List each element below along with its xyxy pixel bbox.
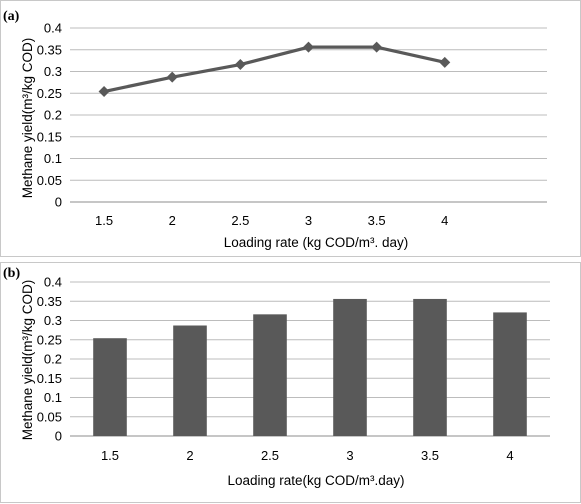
y-tick-label: 0.4 <box>44 21 62 36</box>
x-tick-label: 3 <box>305 213 312 228</box>
y-tick-label: 0.4 <box>44 275 62 290</box>
y-tick-label: 0.35 <box>37 42 62 57</box>
y-tick-label: 0.2 <box>44 352 62 367</box>
panel-b-x-tick-labels: 1.5 2 2.5 3 3.5 4 <box>101 448 514 463</box>
panel-b-label: (b) <box>3 266 20 281</box>
panel-a-y-axis-title: Methane yield(m³/kg COD) <box>20 38 35 199</box>
x-tick-label: 2 <box>186 448 193 463</box>
data-point-marker <box>439 56 451 68</box>
x-tick-label: 2 <box>169 213 176 228</box>
y-tick-label: 0.05 <box>37 409 62 424</box>
bar <box>493 312 527 436</box>
data-point-marker <box>234 59 246 71</box>
panel-b-gridlines <box>70 281 550 437</box>
panel-b-bar-chart: (b) 0 0.05 0.1 0.15 0.2 0.25 0.3 0.35 0.4 1.5 2 2.… <box>0 262 581 503</box>
data-point-marker <box>303 41 314 53</box>
panel-a-y-tick-labels: 0 0.05 0.1 0.15 0.2 0.25 0.3 0.35 0.4 <box>37 21 62 210</box>
y-tick-label: 0.3 <box>44 64 62 79</box>
panel-a-x-tick-labels: 1.5 2 2.5 3 3.5 4 <box>95 213 448 228</box>
series-line <box>103 45 446 94</box>
y-tick-label: 0.2 <box>44 108 62 123</box>
panel-a-series <box>98 41 451 98</box>
panel-a-border <box>0 0 581 257</box>
x-tick-label: 1.5 <box>95 213 113 228</box>
y-tick-label: 0.1 <box>44 151 62 166</box>
data-point-marker <box>371 41 383 53</box>
x-tick-label: 3.5 <box>368 213 386 228</box>
panel-a-x-axis-title: Loading rate (kg COD/m³. day) <box>224 235 409 250</box>
panel-b-x-axis-title: Loading rate(kg COD/m³.day) <box>227 473 404 488</box>
y-tick-label: 0.3 <box>44 313 62 328</box>
bar <box>253 314 287 436</box>
y-tick-label: 0 <box>55 429 62 444</box>
panel-a-gridlines <box>70 27 547 203</box>
panel-a-label: (a) <box>3 9 20 24</box>
panel-a-line-chart: (a) 0 0.05 0.1 0.15 0.2 0.25 0.3 0.35 0.4 1.5 2 2.… <box>0 0 581 257</box>
bar <box>413 298 447 436</box>
y-tick-label: 0.25 <box>37 86 62 101</box>
y-tick-label: 0.1 <box>44 390 62 405</box>
x-tick-label: 3 <box>346 448 353 463</box>
x-tick-label: 4 <box>441 213 448 228</box>
bar <box>93 338 127 436</box>
bar <box>173 325 207 436</box>
x-tick-label: 3.5 <box>421 448 439 463</box>
y-tick-label: 0.25 <box>37 332 62 347</box>
data-point-marker <box>166 71 178 83</box>
y-tick-label: 0.15 <box>37 129 62 144</box>
panel-b-y-tick-labels: 0 0.05 0.1 0.15 0.2 0.25 0.3 0.35 0.4 <box>37 275 62 444</box>
data-point-marker <box>98 86 110 98</box>
panel-b-series <box>93 298 527 436</box>
y-tick-label: 0 <box>55 195 62 210</box>
y-tick-label: 0.05 <box>37 173 62 188</box>
y-tick-label: 0.35 <box>37 294 62 309</box>
x-tick-label: 1.5 <box>101 448 119 463</box>
panel-b-y-axis-title: Methane yield(m³/kg COD) <box>20 280 35 441</box>
x-tick-label: 2.5 <box>261 448 279 463</box>
x-tick-label: 4 <box>506 448 513 463</box>
y-tick-label: 0.15 <box>37 371 62 386</box>
bar <box>333 298 367 436</box>
x-tick-label: 2.5 <box>231 213 249 228</box>
